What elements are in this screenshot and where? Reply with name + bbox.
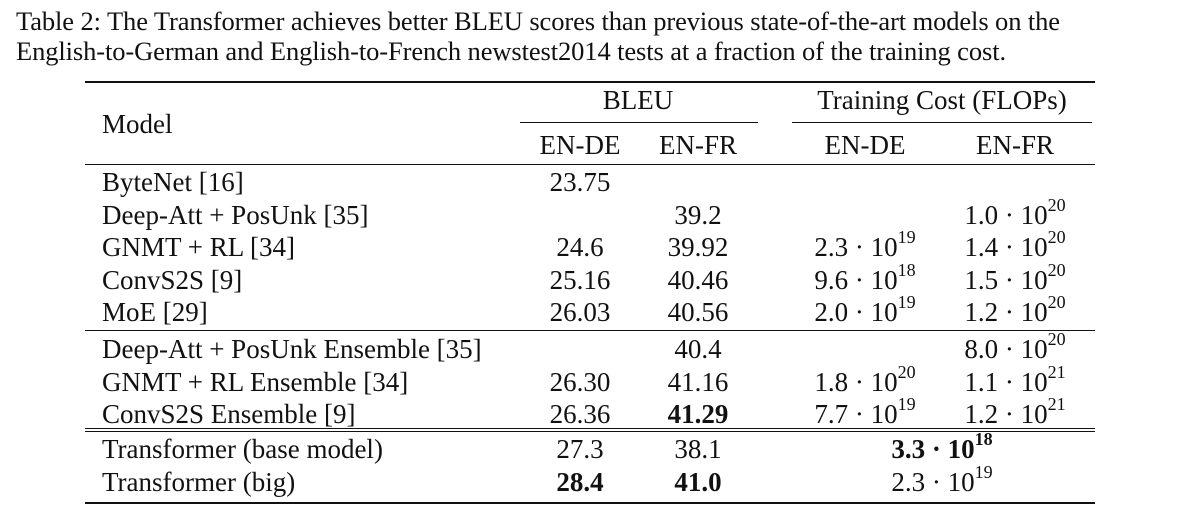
cell-bleu-ende: 27.3 (556, 434, 604, 464)
cell-bleu-enfr: 41.16 (667, 366, 729, 397)
cell-bleu-ende: 26.03 (549, 297, 611, 327)
cell-bleu-enfr: 39.2 (674, 199, 722, 230)
model-name: Transformer (big) (102, 466, 296, 497)
cell-bleu-enfr: 40.46 (667, 264, 729, 295)
cell-cost-ende: 2.3 · 1019 (814, 227, 916, 262)
cell-bleu-ende: 24.6 (556, 232, 604, 262)
model-name: ConvS2S Ensemble [9] (102, 399, 356, 429)
cell-bleu-enfr: 40.4 (674, 334, 722, 364)
header-training-cost: Training Cost (FLOPs) (817, 85, 1067, 115)
caption-line-1: Table 2: The Transformer achieves better… (16, 6, 1060, 36)
cell-bleu-ende: 25.16 (549, 264, 611, 295)
cell-cost-merged: 2.3 · 1019 (891, 461, 993, 497)
model-name: ConvS2S [9] (102, 264, 243, 295)
header-rule (85, 164, 1095, 165)
table-top-rule (85, 81, 1095, 83)
cell-cost-enfr: 1.2 · 1020 (964, 292, 1066, 327)
cell-bleu-enfr: 41.29 (667, 399, 729, 429)
cell-bleu-ende: 23.75 (549, 167, 611, 197)
cell-bleu-enfr: 40.56 (667, 297, 729, 327)
cell-cost-ende: 2.0 · 1019 (814, 292, 916, 327)
model-name: GNMT + RL [34] (102, 232, 295, 262)
cell-cost-enfr: 1.0 · 1020 (964, 194, 1066, 230)
header-cost-en-de: EN-DE (824, 130, 906, 160)
table-bottom-rule (85, 502, 1095, 504)
cell-cost-enfr: 1.2 · 1021 (964, 394, 1066, 429)
cell-cost-merged: 3.3 · 1018 (891, 429, 993, 464)
cell-bleu-ende: 26.30 (549, 366, 611, 397)
header-cost-en-fr: EN-FR (975, 130, 1055, 160)
cell-cost-enfr: 1.4 · 1020 (964, 227, 1066, 262)
header-model: Model (102, 109, 173, 139)
header-bleu-en-fr: EN-FR (658, 130, 738, 160)
group2-rule-a (85, 428, 1095, 429)
cell-bleu-ende: 26.36 (549, 399, 611, 429)
group2-rule-b (85, 431, 1095, 432)
cell-cost-ende: 9.6 · 1018 (814, 259, 916, 295)
model-name: Deep-Att + PosUnk [35] (102, 199, 369, 230)
model-name: GNMT + RL Ensemble [34] (102, 366, 409, 397)
header-bleu: BLEU (602, 85, 674, 115)
cell-cost-ende: 1.8 · 1020 (814, 361, 916, 397)
cell-cost-enfr: 8.0 · 1020 (964, 329, 1066, 364)
cell-cost-enfr: 1.5 · 1020 (964, 259, 1066, 295)
model-name: MoE [29] (102, 297, 208, 327)
table-caption: Table 2: The Transformer achieves better… (16, 6, 1166, 66)
cell-cost-enfr: 1.1 · 1021 (964, 361, 1066, 397)
cell-cost-ende: 7.7 · 1019 (814, 394, 916, 429)
caption-line-2: English-to-German and English-to-French … (16, 36, 1006, 66)
cost-cmidrule (792, 122, 1092, 123)
group1-rule (85, 330, 1095, 331)
cell-bleu-ende: 28.4 (556, 466, 604, 497)
cell-bleu-enfr: 39.92 (667, 232, 729, 262)
bleu-cmidrule (520, 122, 758, 123)
model-name: Deep-Att + PosUnk Ensemble [35] (102, 334, 482, 364)
model-name: Transformer (base model) (102, 434, 383, 464)
cell-bleu-enfr: 38.1 (674, 434, 722, 464)
model-name: ByteNet [16] (102, 167, 244, 197)
header-bleu-en-de: EN-DE (539, 130, 621, 160)
cell-bleu-enfr: 41.0 (674, 466, 722, 497)
